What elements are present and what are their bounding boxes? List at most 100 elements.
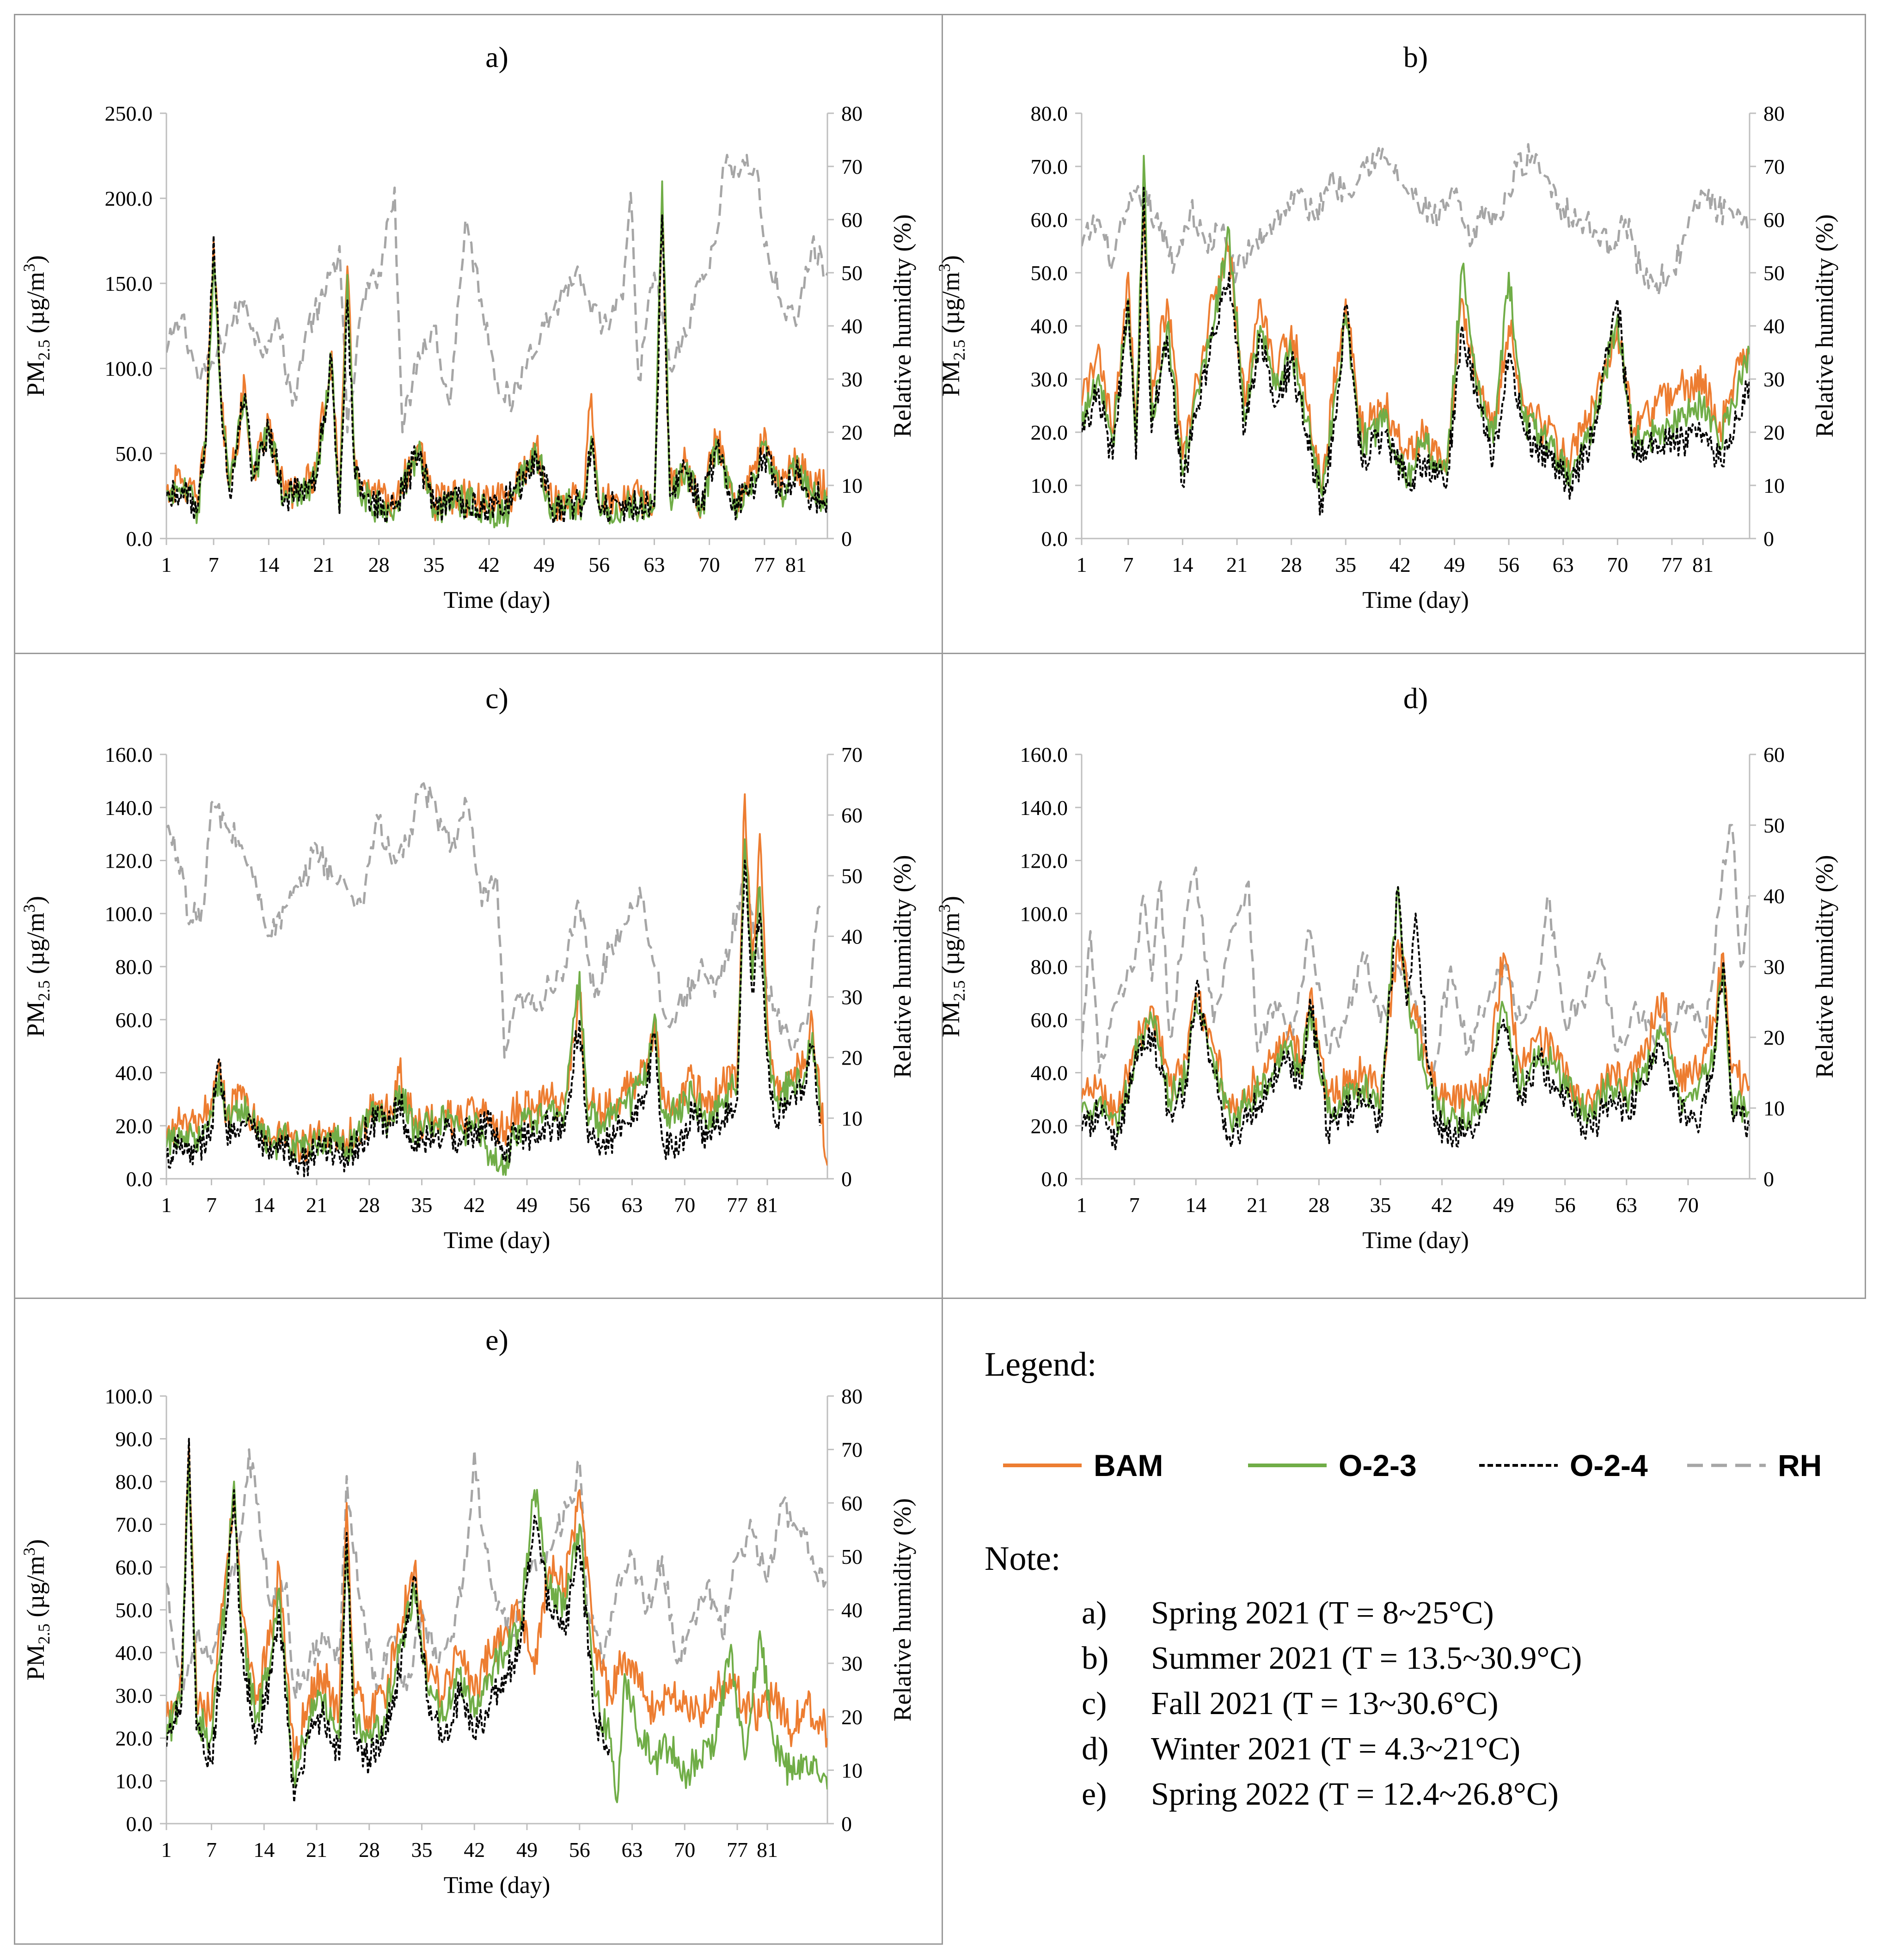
note-key: a)	[1082, 1595, 1107, 1631]
x-tick-label: 14	[258, 553, 279, 576]
legend-item-o-2-3: O-2-3	[1248, 1438, 1417, 1493]
legend-swatch-rh	[1687, 1464, 1766, 1467]
y-tick-label: 160.0	[105, 743, 153, 766]
y2-tick-label: 10	[1763, 1096, 1785, 1120]
series-line-bam	[166, 197, 827, 522]
x-tick-label: 77	[727, 1838, 748, 1862]
y2-tick-label: 60	[841, 1491, 863, 1515]
note-text: Summer 2021 (T = 13.5~30.9°C)	[1151, 1641, 1582, 1676]
legend-swatch-o-2-4	[1479, 1464, 1558, 1467]
chart-title: d)	[1403, 682, 1428, 715]
note-item: b) Summer 2021 (T = 13.5~30.9°C)	[1082, 1640, 1821, 1685]
series-line-o-2-3	[1082, 155, 1750, 497]
y-tick-label: 100.0	[105, 357, 153, 380]
chart-title: b)	[1403, 41, 1428, 74]
legend-swatch-o-2-3	[1248, 1464, 1327, 1467]
y2-tick-label: 80	[841, 102, 863, 125]
y2-tick-label: 60	[1763, 208, 1785, 232]
x-tick-label: 70	[1607, 553, 1628, 576]
y2-tick-label: 60	[841, 803, 863, 827]
x-axis-label: Time (day)	[444, 587, 551, 613]
x-tick-label: 56	[1498, 553, 1519, 576]
y2-axis-label: Relative humidity (%)	[1811, 855, 1838, 1078]
x-tick-label: 14	[253, 1193, 275, 1217]
x-tick-label: 21	[306, 1193, 327, 1217]
y2-tick-label: 50	[841, 1545, 863, 1568]
y2-tick-label: 0	[1763, 1167, 1774, 1191]
y-axis-label: PM2.5 (µg/m3)	[935, 255, 968, 397]
x-tick-label: 63	[1553, 553, 1574, 576]
y2-tick-label: 40	[1763, 314, 1785, 338]
x-tick-label: 77	[1661, 553, 1683, 576]
chart-c: c) 0.0 20.0 40.0 60.0 80.0 100.0 120.0 140.0 160.…	[20, 682, 916, 1254]
x-tick-label: 81	[785, 553, 807, 576]
y-axis-label: PM2.5 (µg/m3)	[20, 255, 53, 397]
y2-tick-label: 30	[841, 986, 863, 1009]
x-tick-label: 81	[757, 1193, 778, 1217]
y-tick-label: 70.0	[1031, 155, 1068, 178]
series-line-rh	[166, 782, 821, 1059]
x-tick-label: 35	[411, 1838, 433, 1862]
x-axis-label: Time (day)	[1362, 587, 1469, 613]
x-tick-label: 49	[516, 1193, 538, 1217]
x-tick-label: 56	[569, 1838, 590, 1862]
y-tick-label: 200.0	[105, 187, 153, 210]
y-tick-label: 60.0	[1031, 208, 1068, 232]
y-tick-label: 70.0	[116, 1513, 153, 1537]
y2-tick-label: 50	[1763, 261, 1785, 285]
y-tick-label: 40.0	[1031, 1061, 1068, 1085]
y-tick-label: 0.0	[126, 1167, 153, 1191]
y-tick-label: 40.0	[1031, 314, 1068, 338]
y-tick-label: 30.0	[116, 1684, 153, 1708]
note-text: Spring 2022 (T = 12.4~26.8°C)	[1151, 1776, 1559, 1812]
y2-tick-label: 80	[1763, 102, 1785, 125]
x-tick-label: 7	[1123, 553, 1133, 576]
y-tick-label: 250.0	[105, 102, 153, 125]
x-tick-label: 81	[757, 1838, 778, 1862]
x-tick-label: 35	[1370, 1193, 1391, 1217]
y2-tick-label: 0	[1763, 527, 1774, 551]
y-tick-label: 50.0	[116, 442, 153, 466]
legend-item-bam: BAM	[1003, 1438, 1163, 1493]
y2-tick-label: 80	[841, 1384, 863, 1408]
y-axis-label: PM2.5 (µg/m3)	[20, 1539, 53, 1681]
y-tick-label: 10.0	[1031, 474, 1068, 497]
y2-axis-label: Relative humidity (%)	[1811, 214, 1838, 438]
x-tick-label: 21	[306, 1838, 327, 1862]
y-tick-label: 10.0	[116, 1770, 153, 1793]
series-line-o-2-3	[166, 1459, 827, 1803]
y2-tick-label: 70	[1763, 155, 1785, 178]
note-text: Winter 2021 (T = 4.3~21°C)	[1151, 1731, 1521, 1767]
y-axis-label: PM2.5 (µg/m3)	[935, 896, 968, 1037]
y-tick-label: 20.0	[1031, 421, 1068, 444]
y-tick-label: 80.0	[116, 955, 153, 979]
x-tick-label: 28	[359, 1193, 380, 1217]
x-tick-label: 28	[1281, 553, 1302, 576]
chart-title: e)	[485, 1323, 508, 1356]
y2-tick-label: 20	[841, 421, 863, 444]
note-key: b)	[1082, 1641, 1109, 1676]
chart-title: a)	[485, 41, 508, 74]
y2-axis-label: Relative humidity (%)	[888, 1498, 916, 1721]
y2-tick-label: 70	[841, 743, 863, 766]
y-tick-label: 90.0	[116, 1427, 153, 1451]
note-item: d) Winter 2021 (T = 4.3~21°C)	[1082, 1731, 1821, 1776]
x-tick-label: 56	[1555, 1193, 1576, 1217]
y2-tick-label: 30	[1763, 955, 1785, 979]
x-tick-label: 7	[206, 1838, 217, 1862]
y-tick-label: 30.0	[1031, 368, 1068, 391]
y-tick-label: 20.0	[116, 1114, 153, 1138]
note-item: a) Spring 2021 (T = 8~25°C)	[1082, 1595, 1821, 1640]
series-line-bam	[166, 793, 827, 1166]
y-tick-label: 60.0	[1031, 1008, 1068, 1032]
x-tick-label: 28	[1308, 1193, 1329, 1217]
x-tick-label: 7	[208, 553, 219, 576]
x-tick-label: 7	[206, 1193, 217, 1217]
x-tick-label: 35	[1335, 553, 1356, 576]
x-tick-label: 77	[727, 1193, 748, 1217]
y-tick-label: 40.0	[116, 1641, 153, 1665]
chart-title: c)	[485, 682, 508, 715]
x-tick-label: 14	[253, 1838, 275, 1862]
y-tick-label: 40.0	[116, 1061, 153, 1085]
